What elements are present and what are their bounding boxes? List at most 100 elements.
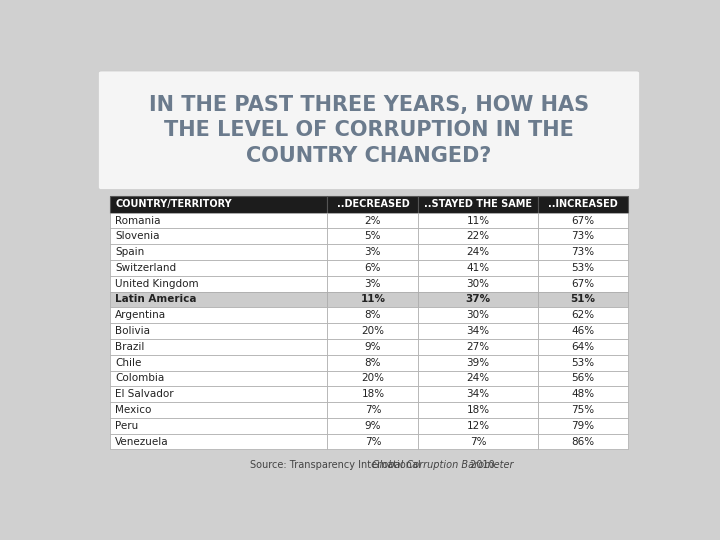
Text: 39%: 39% <box>467 357 490 368</box>
Text: 53%: 53% <box>572 263 595 273</box>
FancyBboxPatch shape <box>418 434 538 449</box>
FancyBboxPatch shape <box>328 213 418 228</box>
FancyBboxPatch shape <box>538 196 629 213</box>
FancyBboxPatch shape <box>538 402 629 418</box>
Text: 73%: 73% <box>572 231 595 241</box>
FancyBboxPatch shape <box>418 228 538 244</box>
Text: Switzerland: Switzerland <box>115 263 176 273</box>
FancyBboxPatch shape <box>538 307 629 323</box>
FancyBboxPatch shape <box>109 260 328 276</box>
Text: Slovenia: Slovenia <box>115 231 160 241</box>
Text: Brazil: Brazil <box>115 342 145 352</box>
FancyBboxPatch shape <box>328 355 418 370</box>
FancyBboxPatch shape <box>538 370 629 386</box>
FancyBboxPatch shape <box>418 355 538 370</box>
Text: Argentina: Argentina <box>115 310 166 320</box>
Text: Latin America: Latin America <box>115 294 197 305</box>
Text: Peru: Peru <box>115 421 138 431</box>
Text: 30%: 30% <box>467 279 490 289</box>
Text: 62%: 62% <box>572 310 595 320</box>
FancyBboxPatch shape <box>328 307 418 323</box>
Text: 24%: 24% <box>467 247 490 257</box>
Text: 9%: 9% <box>364 421 381 431</box>
FancyBboxPatch shape <box>109 355 328 370</box>
FancyBboxPatch shape <box>328 260 418 276</box>
FancyBboxPatch shape <box>418 370 538 386</box>
Text: 41%: 41% <box>467 263 490 273</box>
FancyBboxPatch shape <box>538 213 629 228</box>
FancyBboxPatch shape <box>418 307 538 323</box>
FancyBboxPatch shape <box>109 339 328 355</box>
Text: 64%: 64% <box>572 342 595 352</box>
Text: 48%: 48% <box>572 389 595 399</box>
FancyBboxPatch shape <box>418 418 538 434</box>
Text: Mexico: Mexico <box>115 405 151 415</box>
FancyBboxPatch shape <box>109 402 328 418</box>
Text: Chile: Chile <box>115 357 142 368</box>
Text: 11%: 11% <box>361 294 385 305</box>
FancyBboxPatch shape <box>538 292 629 307</box>
FancyBboxPatch shape <box>109 323 328 339</box>
FancyBboxPatch shape <box>328 339 418 355</box>
FancyBboxPatch shape <box>99 71 639 190</box>
Text: 11%: 11% <box>467 215 490 226</box>
Text: IN THE PAST THREE YEARS, HOW HAS
THE LEVEL OF CORRUPTION IN THE
COUNTRY CHANGED?: IN THE PAST THREE YEARS, HOW HAS THE LEV… <box>149 94 589 166</box>
Text: 67%: 67% <box>572 215 595 226</box>
Text: 20%: 20% <box>361 326 384 336</box>
Text: ..DECREASED: ..DECREASED <box>336 199 409 209</box>
Text: Bolivia: Bolivia <box>115 326 150 336</box>
Text: 6%: 6% <box>364 263 381 273</box>
FancyBboxPatch shape <box>418 213 538 228</box>
Text: 2010.: 2010. <box>467 460 498 470</box>
FancyBboxPatch shape <box>538 260 629 276</box>
Text: 18%: 18% <box>361 389 384 399</box>
FancyBboxPatch shape <box>418 244 538 260</box>
Text: 3%: 3% <box>364 279 381 289</box>
Text: COUNTRY/TERRITORY: COUNTRY/TERRITORY <box>115 199 232 209</box>
FancyBboxPatch shape <box>109 434 328 449</box>
Text: Source: Transparency International: Source: Transparency International <box>251 460 424 470</box>
Text: 34%: 34% <box>467 326 490 336</box>
FancyBboxPatch shape <box>109 213 328 228</box>
Text: 7%: 7% <box>469 436 486 447</box>
FancyBboxPatch shape <box>538 228 629 244</box>
FancyBboxPatch shape <box>109 370 328 386</box>
FancyBboxPatch shape <box>538 386 629 402</box>
Text: 9%: 9% <box>364 342 381 352</box>
Text: 3%: 3% <box>364 247 381 257</box>
FancyBboxPatch shape <box>418 196 538 213</box>
Text: 18%: 18% <box>467 405 490 415</box>
Text: 86%: 86% <box>572 436 595 447</box>
Text: 34%: 34% <box>467 389 490 399</box>
FancyBboxPatch shape <box>328 434 418 449</box>
FancyBboxPatch shape <box>418 276 538 292</box>
FancyBboxPatch shape <box>538 339 629 355</box>
Text: Romania: Romania <box>115 215 161 226</box>
Text: 79%: 79% <box>572 421 595 431</box>
FancyBboxPatch shape <box>538 244 629 260</box>
FancyBboxPatch shape <box>109 307 328 323</box>
Text: Global Corruption Barometer: Global Corruption Barometer <box>372 460 514 470</box>
FancyBboxPatch shape <box>328 196 418 213</box>
FancyBboxPatch shape <box>109 244 328 260</box>
FancyBboxPatch shape <box>538 355 629 370</box>
Text: 20%: 20% <box>361 373 384 383</box>
FancyBboxPatch shape <box>109 196 328 213</box>
FancyBboxPatch shape <box>538 323 629 339</box>
FancyBboxPatch shape <box>538 418 629 434</box>
FancyBboxPatch shape <box>328 386 418 402</box>
Text: 24%: 24% <box>467 373 490 383</box>
Text: 7%: 7% <box>364 405 381 415</box>
FancyBboxPatch shape <box>418 386 538 402</box>
FancyBboxPatch shape <box>109 292 328 307</box>
FancyBboxPatch shape <box>109 276 328 292</box>
FancyBboxPatch shape <box>538 434 629 449</box>
Text: 53%: 53% <box>572 357 595 368</box>
Text: 73%: 73% <box>572 247 595 257</box>
FancyBboxPatch shape <box>109 228 328 244</box>
FancyBboxPatch shape <box>328 323 418 339</box>
Text: ..STAYED THE SAME: ..STAYED THE SAME <box>424 199 532 209</box>
FancyBboxPatch shape <box>418 339 538 355</box>
Text: 46%: 46% <box>572 326 595 336</box>
Text: 8%: 8% <box>364 357 381 368</box>
